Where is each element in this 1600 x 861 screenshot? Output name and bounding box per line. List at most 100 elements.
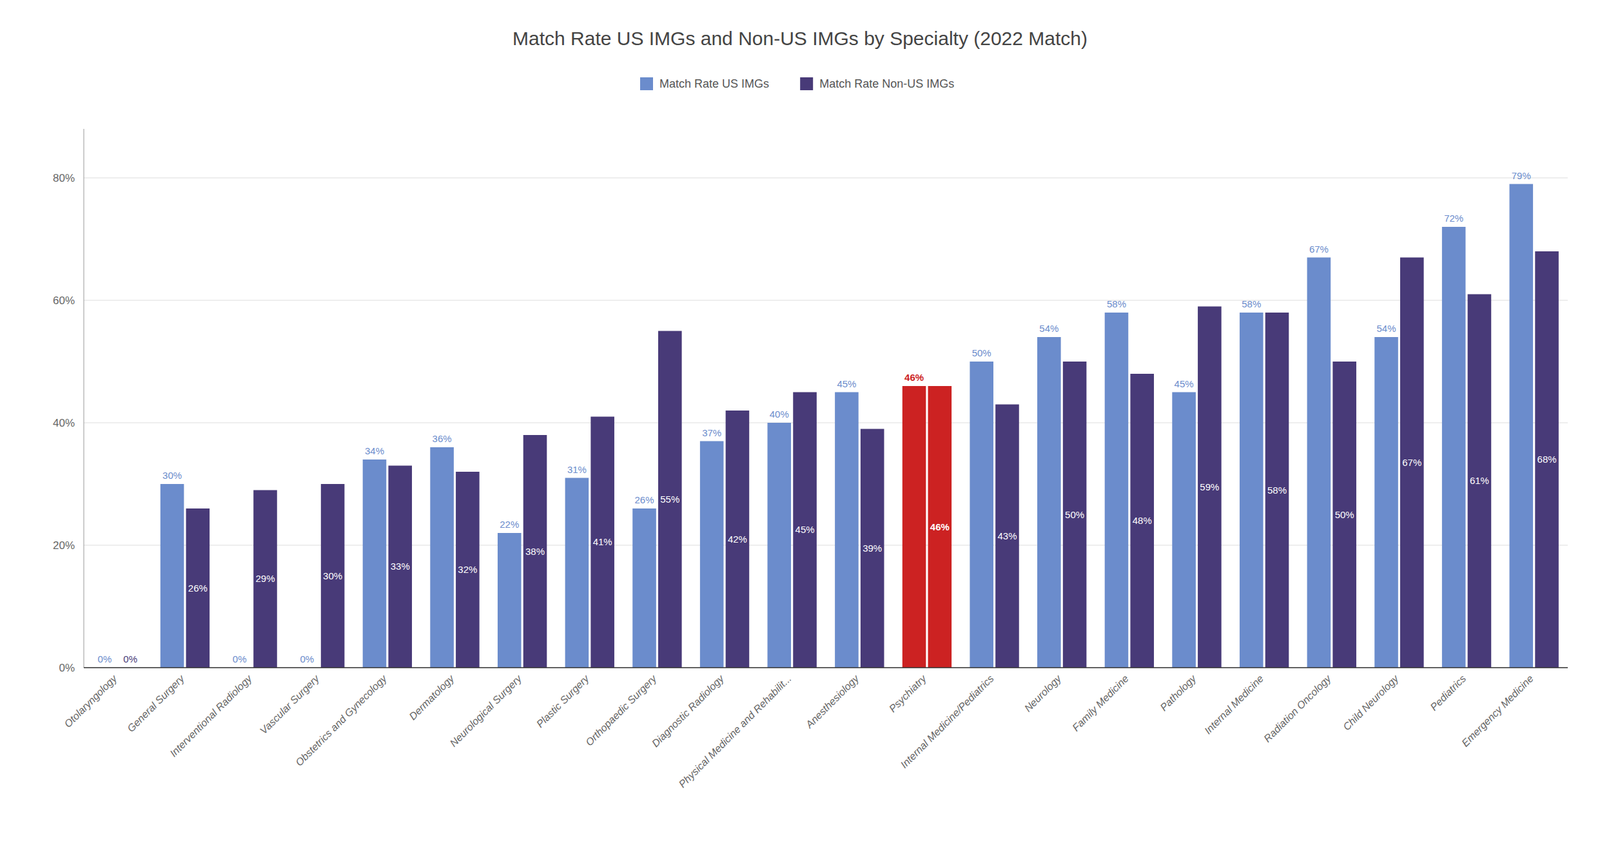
- bar: [725, 410, 750, 668]
- data-label: 67%: [1402, 457, 1422, 469]
- data-label: 22%: [499, 518, 519, 530]
- data-label: 0%: [300, 653, 315, 665]
- bar: [362, 459, 387, 668]
- bar: [497, 533, 522, 668]
- data-label: 46%: [930, 521, 950, 533]
- x-tick-label: Orthopaedic Surgery: [583, 672, 659, 748]
- data-label: 41%: [593, 536, 613, 548]
- x-tick-label: Diagnostic Radiology: [649, 672, 727, 750]
- data-label: 58%: [1106, 298, 1127, 310]
- data-label: 38%: [525, 546, 545, 557]
- data-label: 59%: [1199, 481, 1220, 493]
- y-tick-label: 20%: [52, 539, 75, 552]
- bar: [1171, 392, 1196, 669]
- data-label: 72%: [1443, 212, 1464, 224]
- data-label: 45%: [836, 378, 857, 390]
- bar: [565, 478, 590, 669]
- x-axis: OtolaryngologyGeneral SurgeryInterventio…: [61, 667, 1568, 790]
- data-label: 37%: [702, 427, 722, 439]
- legend-swatch: [640, 77, 654, 91]
- data-label: 30%: [322, 570, 343, 582]
- bar: [253, 490, 278, 669]
- bar: [1332, 361, 1357, 668]
- bar: [1534, 251, 1559, 668]
- data-label: 36%: [432, 433, 452, 445]
- data-label: 32%: [457, 564, 478, 576]
- grid-line: [83, 300, 1568, 302]
- bar: [902, 386, 927, 668]
- bar: [186, 508, 211, 668]
- data-label: 30%: [162, 469, 182, 481]
- bar: [1307, 257, 1332, 669]
- data-label: 54%: [1039, 322, 1059, 334]
- bar: [834, 392, 859, 669]
- x-tick-label: Dermatology: [406, 672, 457, 722]
- grid-line: [83, 177, 1568, 179]
- x-tick-label: Emergency Medicine: [1459, 673, 1536, 750]
- chart: Match Rate US IMGs and Non-US IMGs by Sp…: [0, 0, 1600, 861]
- bar: [1063, 361, 1087, 668]
- data-label: 39%: [862, 542, 882, 554]
- background: [0, 0, 1600, 861]
- bar: [1239, 312, 1264, 668]
- y-tick-label: 0%: [58, 662, 75, 675]
- bar: [928, 386, 953, 668]
- data-labels: 0%30%0%0%34%36%22%31%26%37%40%45%46%50%5…: [97, 170, 1557, 666]
- x-tick-label: Otolaryngology: [61, 672, 120, 730]
- data-label: 50%: [972, 347, 992, 359]
- x-tick-label: Obstetrics and Gynecology: [293, 672, 390, 769]
- data-label: 48%: [1132, 515, 1152, 527]
- bar: [1442, 226, 1466, 668]
- data-label: 45%: [795, 524, 815, 536]
- data-label: 26%: [188, 582, 208, 594]
- x-tick-label: Child Neurology: [1340, 672, 1401, 733]
- data-label: 46%: [904, 371, 924, 383]
- data-label: 34%: [364, 445, 385, 457]
- data-label: 54%: [1376, 322, 1397, 334]
- bar: [1265, 312, 1290, 668]
- bar: [632, 508, 657, 668]
- y-tick-label: 40%: [52, 417, 75, 430]
- x-tick-label: Pediatrics: [1427, 673, 1468, 713]
- legend: Match Rate US IMGsMatch Rate Non-US IMGs: [640, 77, 955, 91]
- x-tick-label: Interventional Radiology: [167, 672, 254, 759]
- data-label: 50%: [1064, 509, 1085, 521]
- legend-swatch: [800, 77, 813, 91]
- x-tick-label: Neurological Surgery: [448, 672, 525, 749]
- bar: [321, 484, 345, 668]
- bar: [388, 466, 412, 669]
- bar: [700, 441, 724, 669]
- data-label: 33%: [390, 560, 410, 572]
- x-tick-label: Pathology: [1157, 672, 1199, 713]
- bars: [160, 184, 1559, 669]
- bar: [1374, 337, 1399, 668]
- bar: [995, 404, 1020, 669]
- bar: [1037, 337, 1062, 668]
- data-label: 0%: [97, 653, 113, 665]
- grid-line: [83, 667, 1568, 669]
- x-tick-label: Vascular Surgery: [257, 672, 322, 737]
- bar: [429, 447, 454, 668]
- x-tick-label: Anesthesiology: [803, 672, 862, 731]
- data-label: 26%: [634, 494, 655, 506]
- data-label: 45%: [1174, 378, 1194, 390]
- title: Match Rate US IMGs and Non-US IMGs by Sp…: [512, 27, 1088, 49]
- y-tick-label: 60%: [52, 294, 75, 307]
- x-tick-label: General Surgery: [125, 672, 187, 735]
- y-axis: 0% 20% 40% 60% 80%: [52, 128, 1568, 675]
- data-label: 0%: [123, 653, 138, 665]
- bar: [658, 331, 683, 669]
- data-label: 79%: [1511, 170, 1532, 182]
- y-axis-line: [83, 128, 85, 668]
- data-label: 67%: [1309, 243, 1329, 255]
- x-tick-label: Neurology: [1022, 672, 1064, 714]
- data-label: 58%: [1241, 298, 1261, 310]
- bar: [860, 429, 885, 669]
- data-label: 43%: [997, 530, 1017, 542]
- bar: [1400, 257, 1425, 669]
- y-tick-label: 80%: [52, 172, 75, 185]
- bar: [969, 361, 994, 668]
- bar: [160, 484, 185, 668]
- x-tick-label: Psychiatry: [887, 672, 929, 715]
- data-label: 68%: [1537, 453, 1557, 465]
